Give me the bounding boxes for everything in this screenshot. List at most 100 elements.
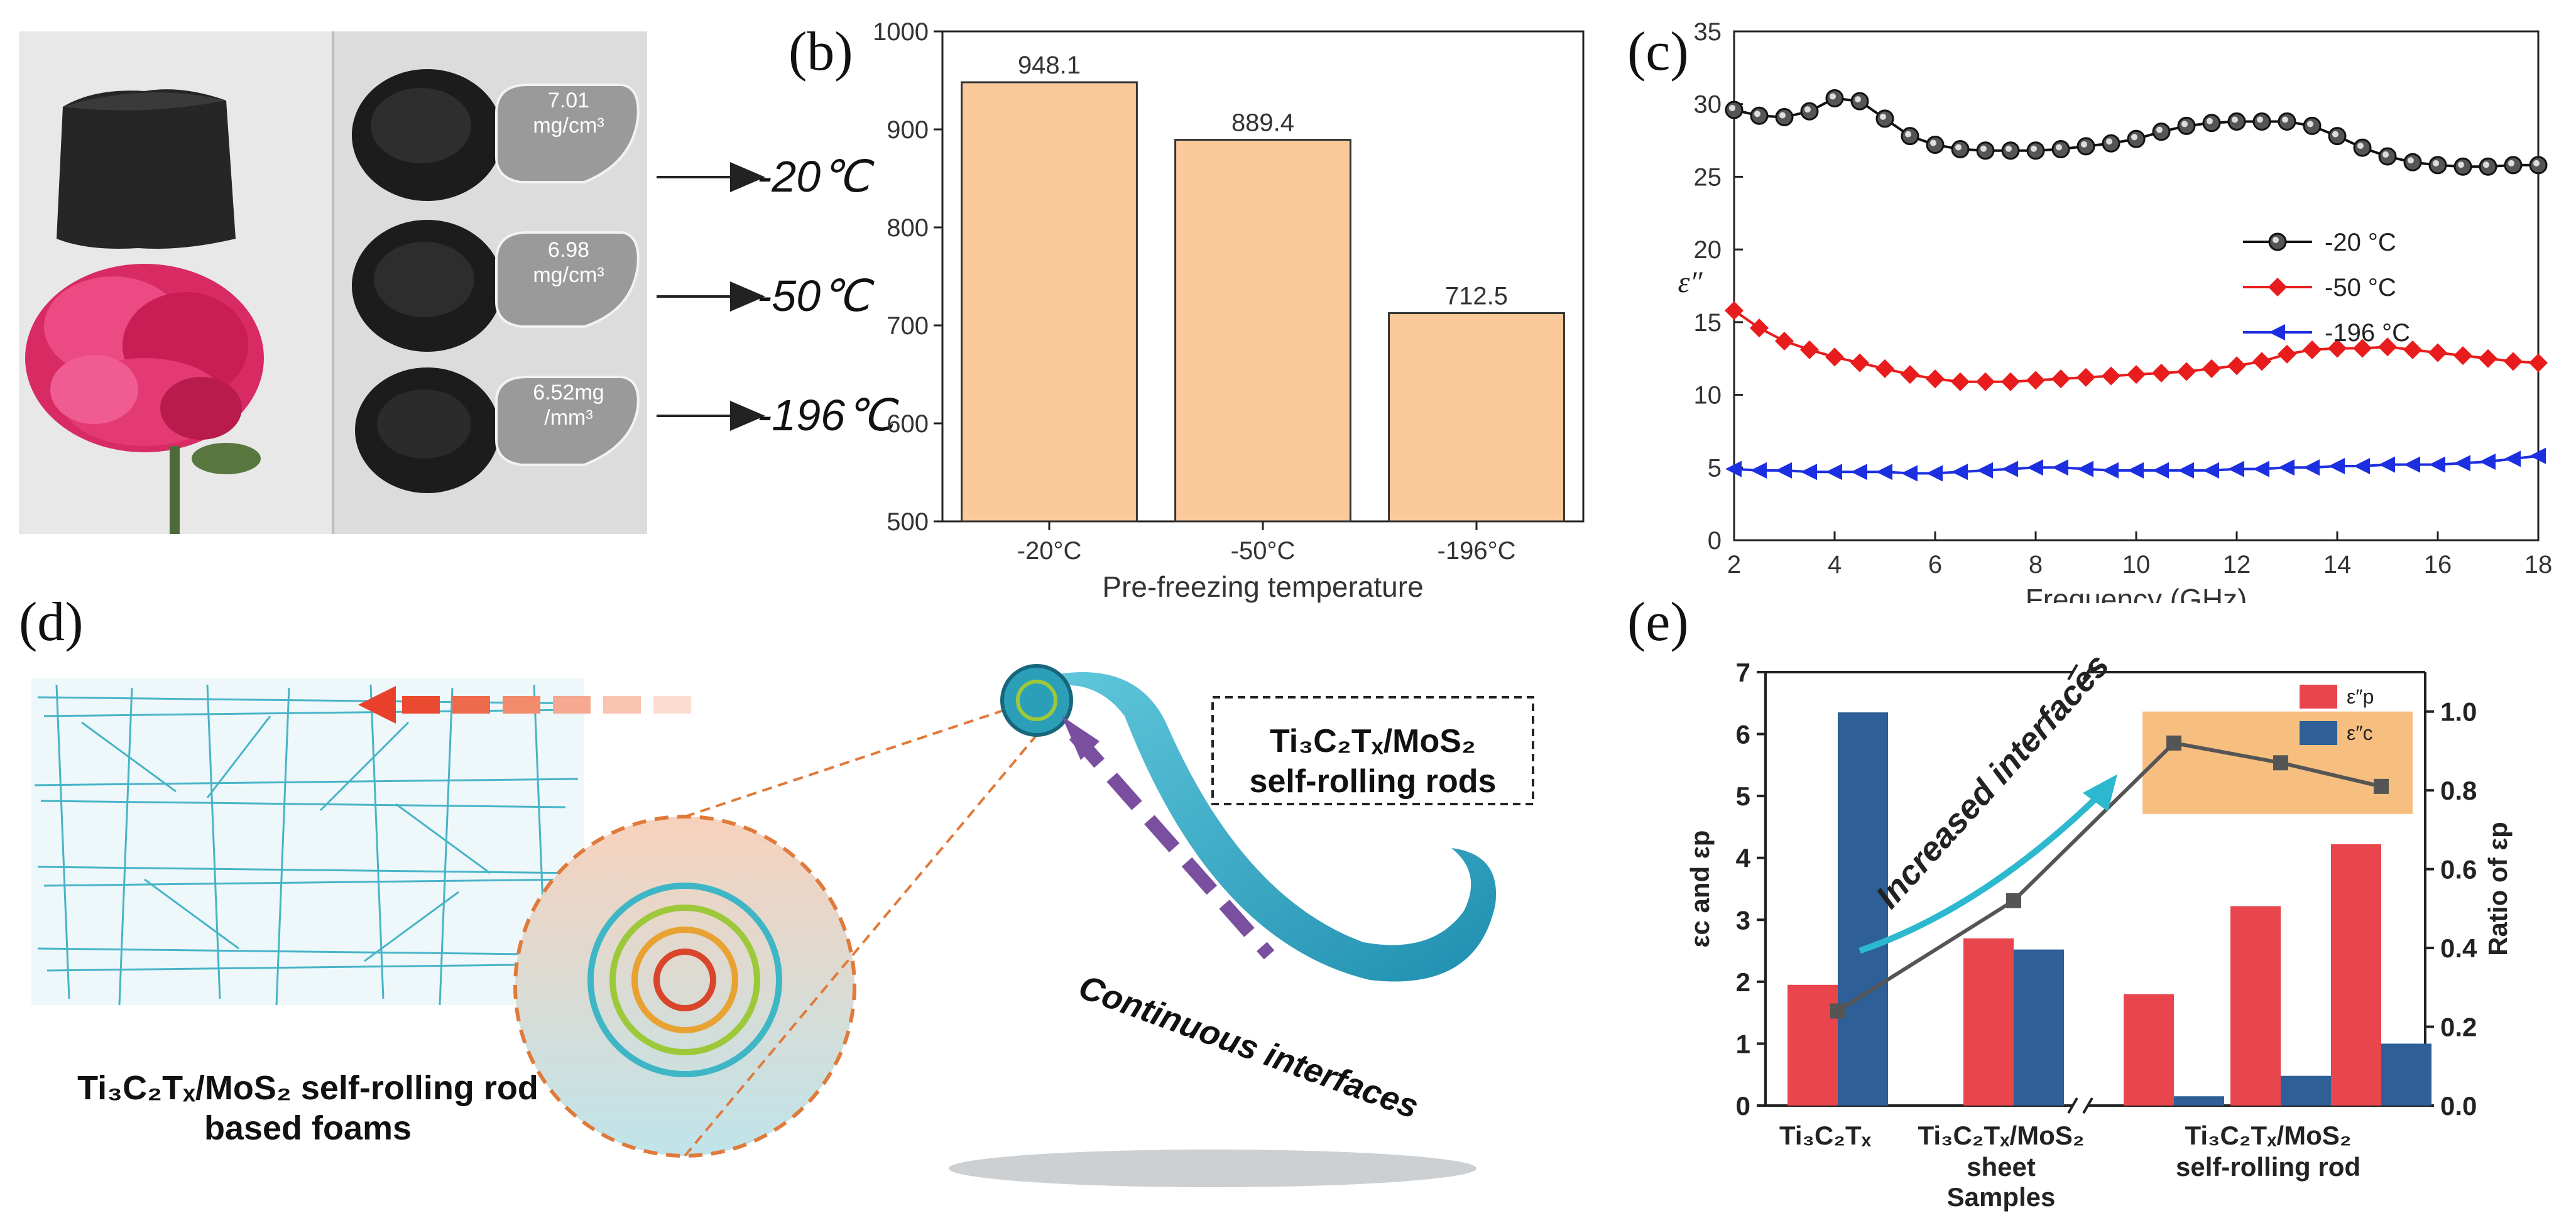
chart-c-xtick-label: 6: [1928, 551, 1942, 579]
chart-c-marker-highlight: [2081, 141, 2087, 148]
chart-b-ytick-label: 500: [887, 508, 929, 536]
chart-c-marker: [2268, 278, 2287, 296]
chart-c-marker: [1977, 462, 1993, 479]
chart-e-bar: [2331, 844, 2381, 1106]
chart-c-marker: [2051, 369, 2070, 389]
chart-c-marker: [2303, 459, 2320, 476]
chart-c-marker: [2269, 324, 2285, 340]
foam-on-flower: [57, 89, 236, 249]
chart-c-marker: [2202, 359, 2221, 378]
chart-c-marker-highlight: [2533, 160, 2540, 166]
chart-c-marker-highlight: [1855, 96, 1861, 103]
chart-c-marker-highlight: [1955, 144, 1962, 151]
chart-e-ytick-label: 5: [1736, 781, 1750, 811]
chart-c-marker: [2177, 362, 2196, 381]
chart-e-ylabel-left: εc and εp: [1685, 830, 1715, 948]
chart-c-legend-marker: [2268, 278, 2287, 296]
chart-b-value-label: 948.1: [1018, 52, 1081, 79]
chart-c-marker: [2479, 454, 2496, 470]
chart-b-bar: [1388, 312, 1565, 523]
chart-c-marker: [2354, 457, 2370, 474]
chart-c-ytick-label: 20: [1694, 236, 1722, 264]
chart-c-xtick-label: 10: [2122, 551, 2151, 579]
chart-e-legend-swatch: [2300, 685, 2337, 709]
chart-c-marker: [1875, 359, 1894, 378]
chart-c-marker-highlight: [1930, 139, 1936, 146]
chart-c-marker-highlight: [1754, 111, 1760, 117]
chart-e-group-label-sub: self-rolling rod: [2176, 1152, 2360, 1182]
chart-c-marker: [2429, 456, 2445, 473]
chart-c-marker: [2026, 371, 2045, 390]
chart-c-marker: [2379, 456, 2395, 473]
foam-disc-3: [355, 367, 499, 493]
chart-e-bar: [2381, 1043, 2431, 1106]
chart-c-series: [1725, 89, 2548, 176]
chart-e-ratio-marker: [2006, 893, 2021, 908]
density-label-shape-3: [495, 376, 640, 466]
chart-b-ytick-label: 900: [887, 116, 929, 144]
chart-c-marker: [2353, 339, 2372, 358]
density-unit-3: /mm³: [544, 406, 593, 430]
temperature-3: -196℃: [757, 391, 895, 440]
chart-c-ytick-label: 15: [1694, 309, 1722, 337]
chart-c-marker: [1826, 464, 1842, 481]
chart-e-right-ytick-label: 0.2: [2440, 1013, 2477, 1042]
chart-c-marker-highlight: [2408, 157, 2414, 164]
chart-c-marker: [1800, 340, 1819, 359]
chart-c-marker: [2152, 363, 2171, 383]
chart-e-ytick-label: 7: [1736, 658, 1750, 687]
chart-b-ytick-label: 700: [887, 312, 929, 340]
density-label-shape-2: [495, 231, 640, 328]
chart-c-marker: [2504, 450, 2521, 467]
chart-c-marker: [1725, 460, 1742, 477]
panel-label-b: (b): [789, 21, 853, 82]
chart-c-marker: [1725, 301, 1744, 320]
chart-c-marker: [1776, 462, 1792, 479]
chart-c-marker: [2479, 349, 2497, 368]
chart-c-marker-highlight: [2433, 160, 2439, 166]
chart-b-bar: [961, 81, 1138, 523]
diagram-d: [31, 664, 1534, 1187]
temperature-arrows: [657, 162, 765, 431]
rolled-rod: [949, 664, 1497, 1187]
chart-c-marker: [1951, 464, 1968, 481]
chart-c-marker: [1926, 369, 1945, 389]
chart-e-group-label: Ti₃C₂Tₓ: [1779, 1121, 1872, 1150]
chart-c-marker-highlight: [2273, 237, 2279, 243]
rod-label-box: [1211, 696, 1534, 805]
chart-c-ytick-label: 30: [1694, 91, 1722, 119]
foam-label-line2: based foams: [204, 1109, 412, 1147]
chart-c-marker: [2127, 365, 2146, 384]
zoom-circle: [513, 702, 1038, 1158]
chart-c-marker: [2228, 460, 2244, 477]
chart-c-legend-label: -196 °C: [2325, 319, 2410, 347]
chart-c-ytick-label: 25: [1694, 163, 1722, 191]
chart-e-ytick-label: 2: [1736, 967, 1750, 997]
chart-c-marker-highlight: [2181, 121, 2188, 128]
chart-b-value-label: 712.5: [1445, 283, 1508, 310]
chart-b-xlabel: Pre-freezing temperature: [1102, 570, 1423, 603]
chart-c-marker-highlight: [2232, 116, 2238, 123]
chart-c-marker: [1901, 365, 1919, 384]
chart-e-axis-break-gap: [2072, 1097, 2088, 1114]
chart-c-legend-label: -50 °C: [2325, 274, 2396, 302]
chart-c-marker-highlight: [2357, 143, 2364, 150]
chart-c-marker: [2002, 460, 2018, 477]
chart-e-right-ytick-label: 0.6: [2440, 855, 2477, 884]
chart-c-marker: [2203, 462, 2219, 479]
chart-c-ytick-label: 10: [1694, 382, 1722, 410]
chart-b-bar: [1174, 139, 1351, 523]
chart-c-marker: [2453, 346, 2472, 366]
chart-c-marker: [1926, 465, 1943, 482]
chart-c-marker: [2504, 352, 2523, 371]
chart-c-xtick-label: 14: [2323, 551, 2352, 579]
chart-e-ytick-label: 1: [1736, 1029, 1750, 1058]
chart-c-marker: [2428, 343, 2447, 362]
chart-e: 0 1 2 3 4 5 6 7 0.0 0.2 0.4 0.6 0.8 1.0 εc and εp Ratio…: [1685, 646, 2513, 1212]
chart-b-ytick-label: 800: [887, 214, 929, 242]
chart-e-group-label: Ti₃C₂Tₓ/MoS₂: [2185, 1121, 2351, 1150]
panel-label-c: (c): [1627, 21, 1689, 82]
chart-c-marker: [2403, 340, 2422, 359]
chart-c-marker: [2027, 459, 2043, 476]
chart-e-ytick-label: 3: [1736, 905, 1750, 935]
